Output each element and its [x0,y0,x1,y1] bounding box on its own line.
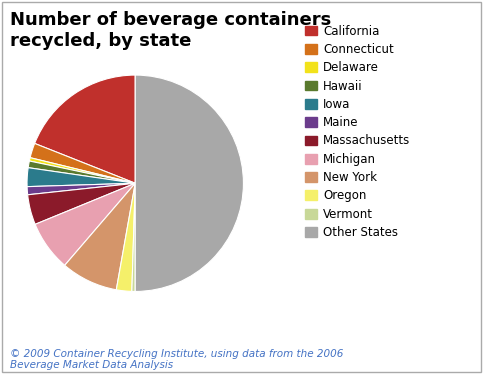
Legend: California, Connecticut, Delaware, Hawaii, Iowa, Maine, Massachusetts, Michigan,: California, Connecticut, Delaware, Hawai… [305,25,411,239]
Wedge shape [35,183,135,265]
Wedge shape [30,144,135,183]
Wedge shape [65,183,135,290]
Wedge shape [35,75,135,183]
Wedge shape [28,183,135,224]
Wedge shape [132,183,135,291]
Wedge shape [135,75,243,291]
Text: © 2009 Container Recycling Institute, using data from the 2006
Beverage Market D: © 2009 Container Recycling Institute, us… [10,349,343,370]
Wedge shape [27,183,135,195]
Wedge shape [27,168,135,187]
Wedge shape [116,183,135,291]
Wedge shape [29,158,135,183]
Wedge shape [28,161,135,183]
Text: Number of beverage containers
recycled, by state: Number of beverage containers recycled, … [10,11,331,50]
